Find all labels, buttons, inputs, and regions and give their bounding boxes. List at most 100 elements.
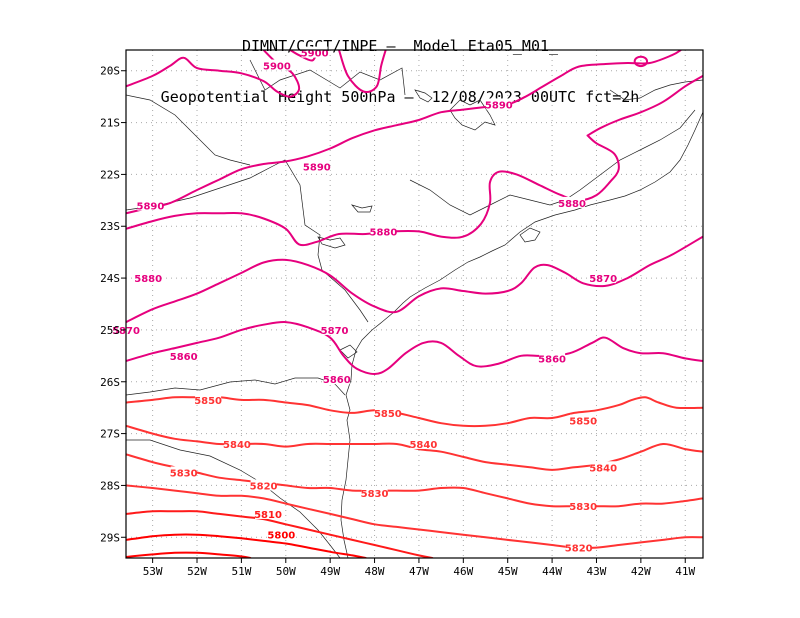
contour-label-5860: 5860 [323, 375, 351, 386]
contour-label-5870: 5870 [321, 326, 349, 337]
state-border-rs-sc [126, 377, 346, 396]
y-tick-label: 29S [100, 531, 120, 544]
reservoir-4 [317, 236, 346, 249]
coastline-map [126, 59, 703, 558]
contour-label-bg [301, 46, 328, 58]
contour-label-5830: 5830 [170, 468, 198, 479]
contour-line-5800 [126, 533, 367, 558]
y-tick-label: 21S [100, 117, 120, 130]
contour-label-bg [590, 272, 617, 284]
contour-label-bg [250, 479, 277, 491]
y-tick-label: 28S [100, 479, 120, 492]
x-tick-label: 53W [143, 565, 163, 578]
contour-label-5840: 5840 [409, 440, 437, 451]
y-tick-label: 22S [100, 168, 120, 181]
contour-label-bg [485, 98, 512, 110]
y-axis: 20S 21S 22S 23S 24S 25S 26S 27S 28S 29S [100, 65, 126, 544]
grid-lines [126, 50, 703, 558]
contour-label-5860: 5860 [170, 352, 198, 363]
contour-line-5820 [126, 484, 703, 549]
contour-label-5900: 5900 [301, 49, 329, 60]
reservoir-3 [350, 204, 373, 213]
contour-label-5900: 5900 [263, 62, 291, 73]
title-line-2: Geopotential Height 500hPa – 12/08/2023 … [160, 88, 640, 106]
contour-line-5890 [586, 74, 703, 137]
contour-label-5840: 5840 [223, 440, 251, 451]
contour-label-bg [323, 373, 350, 385]
bay-2 [339, 344, 358, 359]
contour-line-5890 [126, 50, 682, 215]
contour-label-bg [565, 541, 592, 553]
state-border-pr-sp [126, 159, 369, 323]
reservoir-2 [414, 89, 433, 103]
y-tick-label: 25S [100, 324, 120, 337]
contour-label-bg [170, 349, 197, 361]
contour-line-5850 [126, 396, 703, 428]
y-tick-label: 23S [100, 220, 120, 233]
x-tick-label: 43W [587, 565, 607, 578]
contour-label-bg [135, 272, 162, 284]
contour-label-bg [303, 160, 330, 172]
contour-label-5890: 5890 [303, 163, 331, 174]
contour-label-5830: 5830 [569, 502, 597, 513]
contour-label-bg [255, 507, 282, 519]
contour-label-5880: 5880 [134, 274, 162, 285]
contour-label-bg [321, 323, 348, 335]
contour-label-5810: 5810 [254, 510, 282, 521]
contour-line-5880 [126, 134, 620, 247]
state-border-mg-rj [409, 109, 696, 216]
contour-line-5790 [126, 551, 252, 558]
contour-label-bg [170, 466, 197, 478]
contour-line-5860 [126, 321, 703, 375]
x-tick-label: 51W [231, 565, 251, 578]
contour-line-5900 [338, 50, 387, 94]
contour-label-5890: 5890 [136, 202, 164, 213]
contour-label-5850: 5850 [194, 396, 222, 407]
y-tick-label: 27S [100, 428, 120, 441]
x-tick-label: 47W [409, 565, 429, 578]
bay-1 [519, 227, 541, 243]
contour-label-bg [539, 352, 566, 364]
contour-label-5870: 5870 [589, 274, 617, 285]
x-tick-label: 48W [365, 565, 385, 578]
reservoir-1 [449, 99, 496, 131]
contour-label-5820: 5820 [250, 481, 278, 492]
contour-closed-5900 [633, 55, 649, 68]
state-border-sc-pr [126, 439, 341, 558]
x-tick-label: 44W [542, 565, 562, 578]
x-tick-label: 46W [453, 565, 473, 578]
contour-label-bg [268, 528, 295, 540]
contour-label-bg [137, 199, 164, 211]
contour-label-bg [370, 225, 397, 237]
x-tick-label: 52W [187, 565, 207, 578]
contour-line-5870 [126, 235, 703, 324]
x-tick-label: 42W [631, 565, 651, 578]
contour-label-5890: 5890 [485, 100, 513, 111]
y-tick-label: 24S [100, 272, 120, 285]
x-tick-label: 41W [675, 565, 695, 578]
contour-label-bg [570, 414, 597, 426]
contour-label-5840: 5840 [589, 463, 617, 474]
contour-label-5800: 5800 [267, 531, 295, 542]
contour-label-5880: 5880 [370, 227, 398, 238]
x-tick-label: 49W [320, 565, 340, 578]
contour-label-bg [223, 437, 250, 449]
contour-label-5830: 5830 [361, 489, 389, 500]
contour-label-bg [374, 406, 401, 418]
y-tick-label: 26S [100, 376, 120, 389]
coastline [340, 111, 703, 558]
contour-label-bg [263, 59, 290, 71]
x-axis: 53W 52W 51W 50W 49W 48W 47W 46W 45W 44W 43W 42W 41W [143, 558, 696, 578]
contour-label-bg [361, 487, 388, 499]
contour-label-bg [590, 461, 617, 473]
contour-lines [126, 50, 703, 558]
contour-label-5880: 5880 [558, 199, 586, 210]
contour-line-5900 [126, 50, 301, 98]
x-tick-label: 45W [498, 565, 518, 578]
x-tick-label: 50W [276, 565, 296, 578]
contour-label-bg [410, 437, 437, 449]
y-tick-label: 20S [100, 65, 120, 78]
contour-label-bg [559, 196, 586, 208]
contour-label-bg [570, 500, 597, 512]
